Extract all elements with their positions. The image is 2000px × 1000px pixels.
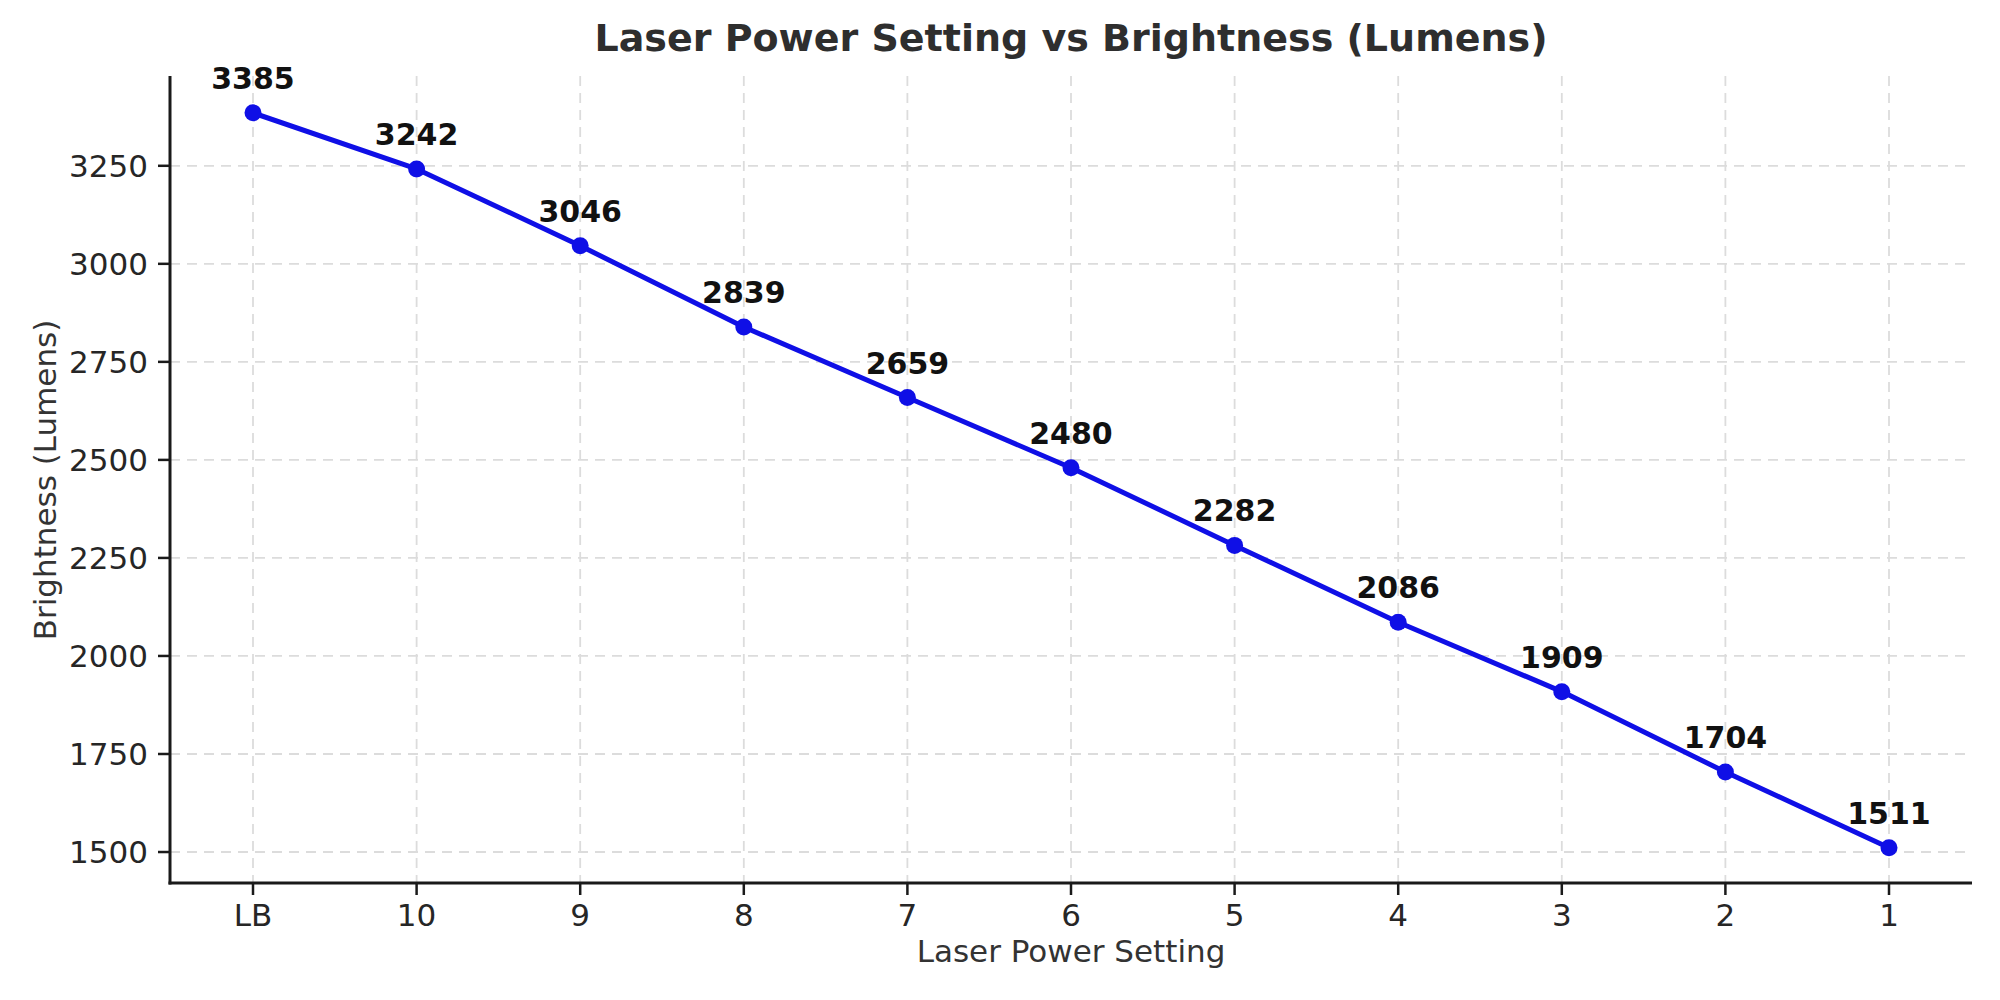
data-point-marker — [1881, 839, 1898, 856]
x-tick-label: 9 — [570, 897, 590, 933]
y-tick-label: 3000 — [69, 246, 148, 282]
x-tick-label: 2 — [1716, 897, 1736, 933]
data-point-label: 2659 — [866, 346, 950, 381]
x-tick-label: 7 — [898, 897, 918, 933]
y-tick-label: 2500 — [69, 442, 148, 478]
data-point-label: 2086 — [1356, 570, 1440, 605]
data-point-label: 3385 — [211, 61, 295, 96]
line-chart-figure: Laser Power Setting vs Brightness (Lumen… — [0, 0, 2000, 1000]
x-tick-label: 3 — [1552, 897, 1572, 933]
data-point-label: 1704 — [1684, 720, 1768, 755]
data-point-marker — [899, 389, 916, 406]
y-tick-label: 1500 — [69, 834, 148, 870]
data-point-marker — [1390, 614, 1407, 631]
y-tick-label: 2250 — [69, 540, 148, 576]
data-point-marker — [1553, 683, 1570, 700]
data-point-label: 2480 — [1029, 416, 1113, 451]
y-tick-label: 3250 — [69, 148, 148, 184]
x-tick-label: 1 — [1879, 897, 1899, 933]
data-point-label: 1511 — [1847, 796, 1931, 831]
y-tick-label: 2000 — [69, 638, 148, 674]
series-line — [253, 113, 1889, 848]
data-point-marker — [572, 237, 589, 254]
x-tick-label: LB — [234, 897, 273, 933]
data-point-label: 1909 — [1520, 640, 1604, 675]
x-tick-label: 4 — [1388, 897, 1408, 933]
data-point-marker — [408, 160, 425, 177]
x-tick-label: 10 — [397, 897, 436, 933]
x-tick-label: 6 — [1061, 897, 1081, 933]
data-point-marker — [1226, 537, 1243, 554]
data-point-marker — [245, 104, 262, 121]
data-point-marker — [735, 318, 752, 335]
chart-canvas: LB 10 9 8 7 6 5 4 3 2 1 1500 1750 2000 2250 2500 2750 300… — [0, 0, 2000, 1000]
y-tick-label: 2750 — [69, 344, 148, 380]
data-point-label: 2282 — [1193, 493, 1277, 528]
y-tick-label: 1750 — [69, 736, 148, 772]
x-tick-label: 5 — [1225, 897, 1245, 933]
data-point-label: 2839 — [702, 275, 786, 310]
x-axis-label: Laser Power Setting — [170, 933, 1972, 969]
data-point-label: 3242 — [375, 117, 459, 152]
x-tick-label: 8 — [734, 897, 754, 933]
data-point-label: 3046 — [538, 194, 622, 229]
y-axis-label: Brightness (Lumens) — [27, 320, 63, 641]
data-point-marker — [1717, 764, 1734, 781]
data-point-marker — [1063, 459, 1080, 476]
